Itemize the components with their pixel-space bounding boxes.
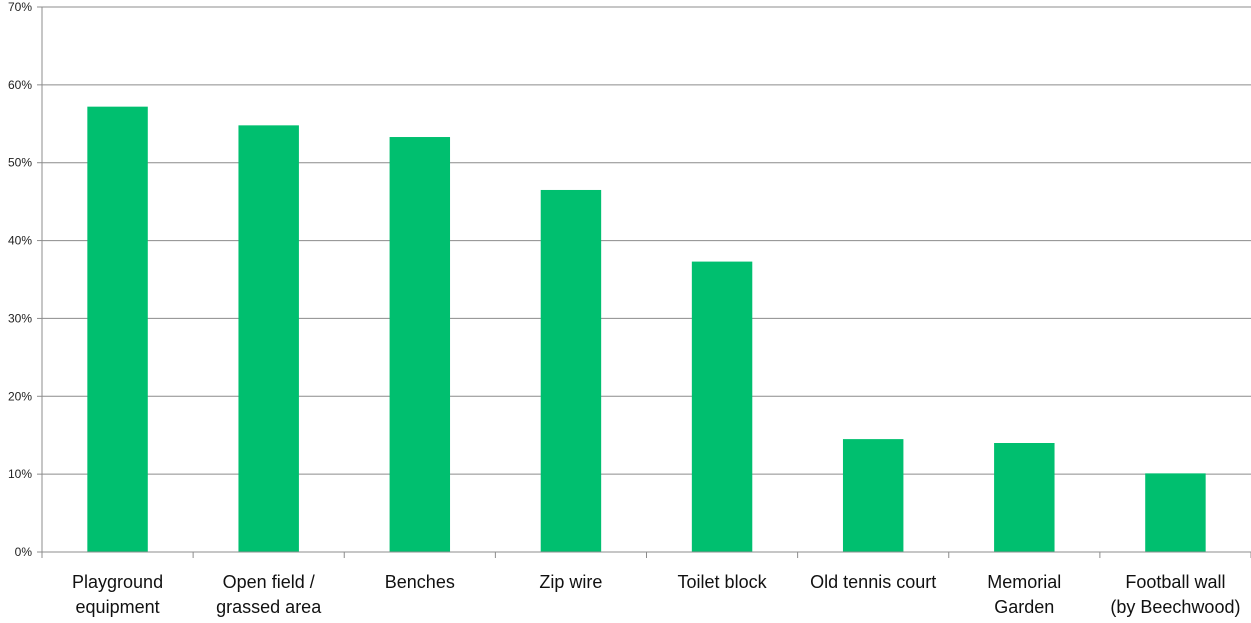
bar [540,189,602,552]
axes [37,6,1251,558]
gridlines [42,6,1251,475]
y-tick-label: 30% [8,311,32,325]
y-tick-labels: 0% 10% 20% 30% 40% 50% 60% 70% [8,0,32,559]
bar [691,261,753,552]
bars [87,106,1206,553]
y-tick-label: 0% [15,545,33,559]
y-tick-label: 70% [8,0,32,14]
x-tick-label: Zip wire [539,572,602,592]
y-tick-label: 50% [8,156,32,170]
bar [238,125,299,552]
x-tick-label: Open field / grassed area [216,572,322,617]
x-tick-label: Old tennis court [810,572,936,592]
x-tick-label: Football wall (by Beechwood) [1110,572,1240,617]
x-tick-label: Memorial Garden [987,572,1061,617]
y-tick-label: 60% [8,78,32,92]
y-tick-label: 20% [8,389,32,403]
x-tick-labels: Playground equipment Open field / grassed a… [72,572,1240,617]
bar [389,137,451,552]
y-tick-label: 40% [8,234,32,248]
bar [87,106,148,553]
bar [842,439,904,552]
x-tick-label: Toilet block [678,572,768,592]
bar [1145,473,1206,552]
x-tick-label: Playground equipment [72,572,163,617]
x-tick-label: Benches [385,572,455,592]
y-tick-label: 10% [8,467,32,481]
bar [994,443,1055,552]
